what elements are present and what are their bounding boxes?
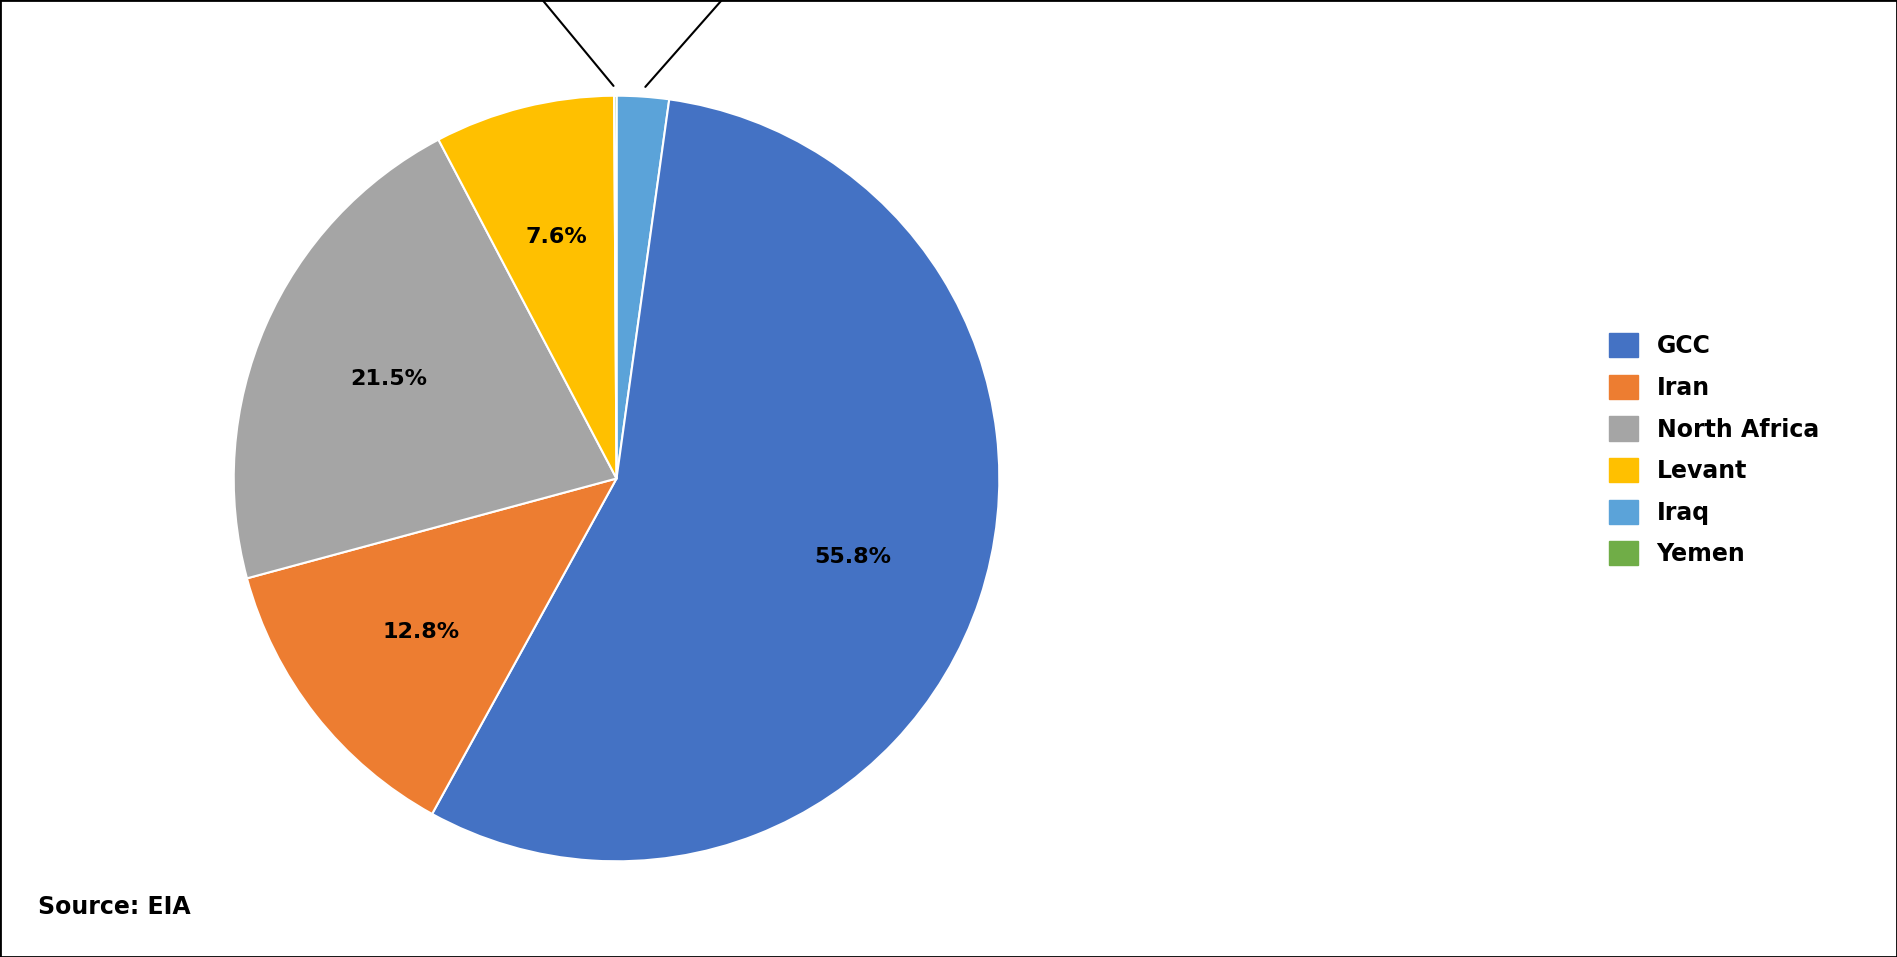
Wedge shape bbox=[617, 96, 670, 478]
Wedge shape bbox=[233, 140, 617, 578]
Legend: GCC, Iran, North Africa, Levant, Iraq, Yemen: GCC, Iran, North Africa, Levant, Iraq, Y… bbox=[1599, 323, 1829, 576]
Wedge shape bbox=[615, 96, 617, 478]
Text: 55.8%: 55.8% bbox=[814, 546, 892, 567]
Wedge shape bbox=[438, 96, 617, 478]
Text: Source: EIA: Source: EIA bbox=[38, 895, 190, 919]
Wedge shape bbox=[433, 100, 1000, 861]
Text: 2.2%: 2.2% bbox=[645, 0, 768, 87]
Wedge shape bbox=[247, 478, 617, 814]
Text: 12.8%: 12.8% bbox=[383, 622, 459, 642]
Text: 7.6%: 7.6% bbox=[525, 227, 586, 247]
Text: 0.1%: 0.1% bbox=[495, 0, 613, 86]
Text: 21.5%: 21.5% bbox=[349, 369, 427, 389]
